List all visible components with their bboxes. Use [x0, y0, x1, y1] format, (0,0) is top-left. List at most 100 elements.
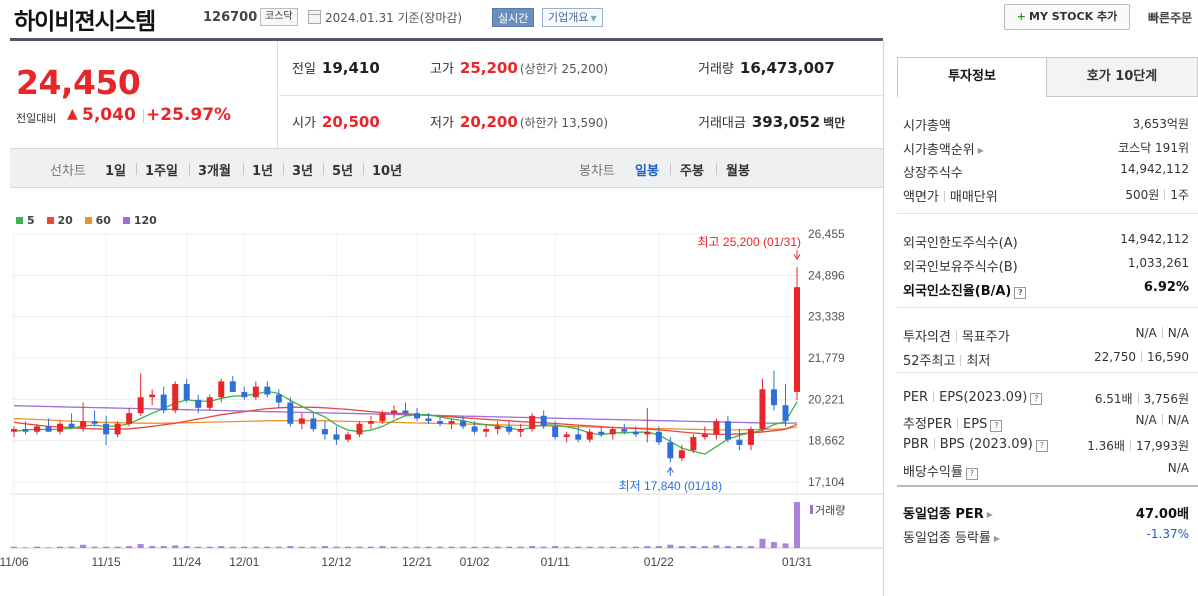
- x-tick-label: 01/31: [782, 555, 812, 569]
- volume-bar: [632, 546, 639, 548]
- volume-bar: [690, 546, 697, 548]
- candle-body: [552, 426, 559, 438]
- tab-3month[interactable]: 3개월: [198, 164, 231, 179]
- info-row: 52주최고 최저 22,750 16,590: [897, 347, 1189, 370]
- tab-separator: [136, 163, 137, 175]
- info-value: N/A N/A: [1136, 413, 1189, 427]
- legend-swatch: [16, 217, 23, 224]
- info-key: 액면가 매매단위: [903, 186, 998, 205]
- x-tick-label: 01/22: [644, 555, 674, 569]
- info-key-label: 시가총액순위: [903, 143, 975, 158]
- tab-investment-info[interactable]: 투자정보: [897, 57, 1047, 97]
- quick-order-link[interactable]: 빠른주문: [1148, 11, 1193, 25]
- info-key[interactable]: PBR BPS (2023.09)?: [903, 437, 1048, 452]
- x-tick-label: 11/15: [92, 555, 121, 569]
- stat-value: 19,410: [321, 59, 380, 77]
- volume-bar: [80, 544, 87, 548]
- add-my-stock-button[interactable]: + MY STOCK 추가: [1004, 4, 1130, 30]
- stat-label: 시가: [292, 116, 316, 131]
- candle-body: [609, 429, 616, 435]
- info-key[interactable]: 배당수익률?: [903, 461, 978, 480]
- company-name[interactable]: 하이비젼시스템: [14, 9, 156, 35]
- help-icon[interactable]: ?: [1035, 440, 1048, 452]
- candle-body: [575, 434, 582, 440]
- high-annotation: 최고 25,200 (01/31): [698, 235, 801, 249]
- info-key[interactable]: 추정PER EPS?: [903, 413, 1003, 432]
- divider: [143, 109, 144, 123]
- tab-weekly-candle[interactable]: 주봉: [680, 164, 704, 179]
- volume-bar: [241, 546, 248, 548]
- info-row: PBR BPS (2023.09)? 1.36배 17,993원: [897, 434, 1189, 457]
- legend-label: 5: [27, 214, 35, 227]
- x-tick-label: 12/12: [321, 555, 351, 569]
- info-value-text: 14,942,112: [1120, 232, 1189, 246]
- candle-body: [126, 413, 133, 424]
- tab-daily-candle[interactable]: 일봉: [635, 164, 659, 179]
- candle-body: [252, 386, 259, 398]
- info-key[interactable]: 시가총액순위 ▶: [903, 139, 984, 158]
- volume-bar: [103, 546, 110, 548]
- tab-separator: [243, 163, 244, 175]
- stat-sub: (하한가 13,590): [519, 116, 609, 130]
- info-value-text: 500원: [1125, 188, 1160, 202]
- info-value-text: 22,750: [1094, 350, 1136, 364]
- info-key-label: 최저: [966, 354, 991, 369]
- info-value-text: 1.36배: [1087, 439, 1125, 453]
- y-tick-label: 24,896: [808, 268, 845, 282]
- volume-bar: [68, 546, 75, 548]
- y-tick-label: 21,779: [808, 351, 845, 365]
- tab-1day[interactable]: 1일: [105, 164, 127, 179]
- candle-body: [448, 421, 455, 424]
- candle-body: [782, 405, 789, 421]
- tab-3year[interactable]: 3년: [292, 164, 314, 179]
- tab-10year[interactable]: 10년: [372, 164, 403, 179]
- info-key-label: 투자의견: [903, 330, 951, 345]
- info-divider: [897, 307, 1198, 308]
- x-tick-label: 01/11: [541, 555, 570, 569]
- info-key[interactable]: 동일업종 등락률 ▶: [903, 527, 1000, 546]
- info-row: 배당수익률? N/A: [897, 458, 1189, 481]
- help-icon[interactable]: ?: [1030, 393, 1043, 405]
- info-value: 47.00배: [1136, 503, 1189, 522]
- stat-volume: 거래량 16,473,007: [698, 58, 835, 77]
- candle-body: [310, 418, 317, 430]
- volume-bar: [356, 546, 363, 548]
- info-key-label: PER: [903, 390, 929, 405]
- volume-bar: [644, 546, 651, 548]
- info-key[interactable]: 동일업종 PER ▶: [903, 503, 993, 522]
- tab-1week[interactable]: 1주일: [145, 164, 178, 179]
- help-icon[interactable]: ?: [990, 420, 1003, 432]
- stat-low: 저가 20,200 (하한가 13,590): [430, 112, 608, 131]
- row-divider: [279, 95, 883, 96]
- info-key-label: 52주최고: [903, 354, 956, 369]
- help-icon[interactable]: ?: [965, 468, 978, 480]
- info-key-label: EPS(2023.09): [939, 390, 1028, 405]
- info-key-label: PBR: [903, 437, 929, 452]
- pipe-divider: [943, 191, 945, 202]
- info-value-text: 6.51배: [1094, 392, 1133, 406]
- candle-body: [759, 389, 766, 430]
- candle-body: [114, 423, 121, 435]
- volume-label: 거래량: [815, 504, 845, 517]
- company-overview-label: 기업개요: [548, 11, 589, 24]
- volume-bar: [609, 546, 616, 548]
- info-row: 추정PER EPS? N/A N/A: [897, 410, 1189, 433]
- volume-bar: [540, 546, 547, 548]
- info-value-text: 3,756원: [1143, 392, 1189, 406]
- stat-high: 고가 25,200 (상한가 25,200): [430, 58, 608, 77]
- stat-prev-close: 전일 19,410: [292, 58, 380, 77]
- volume-bar: [701, 546, 708, 548]
- realtime-button[interactable]: 실시간: [492, 8, 535, 27]
- candlestick-chart[interactable]: 26,455 24,896 23,338 21,779 20,221 18,662 17,1…: [0, 188, 883, 596]
- info-key[interactable]: PER EPS(2023.09)?: [903, 390, 1043, 405]
- tab-5year[interactable]: 5년: [332, 164, 354, 179]
- tab-monthly-candle[interactable]: 월봉: [726, 164, 750, 179]
- help-icon[interactable]: ?: [1014, 287, 1027, 299]
- tab-order-book[interactable]: 호가 10단계: [1046, 57, 1198, 97]
- company-overview-button[interactable]: 기업개요 ▼: [542, 8, 603, 27]
- chevron-right-icon: ▶: [977, 146, 984, 155]
- info-key[interactable]: 외국인소진율(B/A)?: [903, 280, 1027, 299]
- tab-1year[interactable]: 1년: [252, 164, 274, 179]
- candle-body: [275, 394, 282, 403]
- volume-bar: [45, 547, 52, 548]
